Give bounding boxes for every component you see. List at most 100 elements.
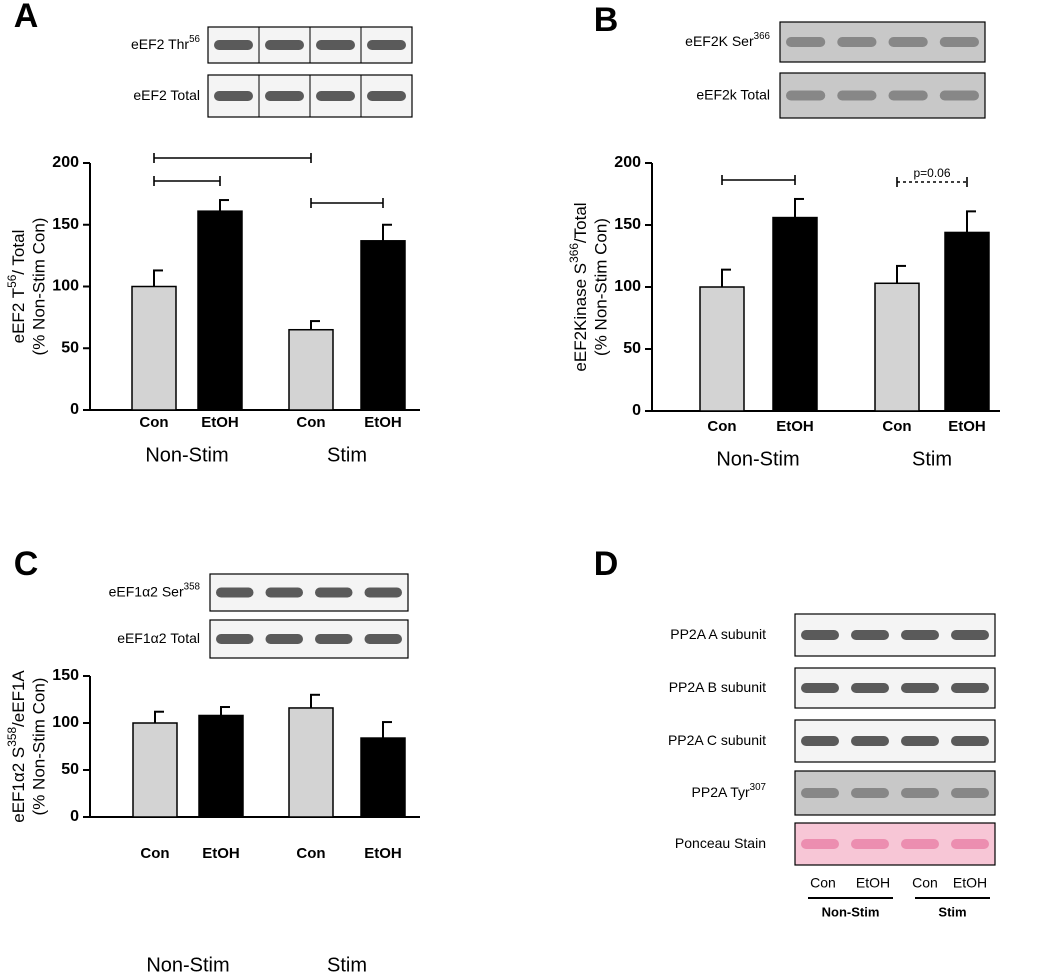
bar: [944, 231, 990, 412]
x-tick-label: Con: [140, 845, 169, 862]
group-label: Stim: [912, 448, 952, 470]
blot-band: [851, 839, 889, 849]
y-tick-label: 100: [52, 278, 79, 295]
x-tick-label: EtOH: [364, 845, 402, 862]
lane-label: Con: [912, 875, 938, 891]
x-tick-label: EtOH: [948, 418, 986, 435]
y-axis-label-part: / Total: [9, 230, 28, 275]
blot-label-part: 366: [754, 31, 771, 42]
blot-band: [851, 788, 889, 798]
blot-label: PP2A Tyr307: [692, 782, 766, 800]
bar: [132, 722, 178, 818]
panel-label: D: [594, 545, 619, 583]
bar: [874, 282, 920, 412]
y-axis-label-part: eEF2Kinase S: [571, 263, 590, 372]
blot-label-part: eEF2K Ser: [685, 33, 754, 49]
bar: [772, 216, 818, 412]
blot-band: [367, 91, 406, 101]
x-tick-label: EtOH: [202, 845, 240, 862]
bar: [360, 240, 406, 411]
blot-band: [364, 634, 402, 644]
blot-label: PP2A B subunit: [669, 679, 766, 695]
blot-label-part: 358: [184, 582, 201, 593]
y-axis-label-part: eEF1α2 S: [9, 747, 28, 823]
blot-band: [801, 839, 839, 849]
blot-band: [951, 736, 989, 746]
group-label: Non-Stim: [146, 954, 229, 976]
x-tick-label: Con: [707, 418, 736, 435]
group-label: Non-Stim: [145, 444, 228, 466]
blot-band: [951, 683, 989, 693]
bar: [288, 328, 334, 411]
x-tick-label: Con: [296, 845, 325, 862]
blot-label-part: 307: [750, 782, 766, 793]
panel-label: A: [14, 0, 39, 35]
blot-band: [801, 788, 839, 798]
blot-band: [801, 630, 839, 640]
group-label: Stim: [938, 904, 966, 919]
y-tick-label: 150: [52, 216, 79, 233]
blot-band: [951, 630, 989, 640]
bar: [360, 737, 406, 818]
blot-band: [265, 634, 303, 644]
blot-band: [851, 736, 889, 746]
y-axis-label: eEF2Kinase S366/Total: [567, 202, 590, 371]
blot-band: [315, 634, 353, 644]
blot-band: [851, 683, 889, 693]
x-tick-label: EtOH: [776, 418, 814, 435]
y-axis-label-part: 56: [5, 274, 19, 288]
blot-label-part: eEF1α2 Ser: [109, 583, 184, 599]
y-axis-label-part: 366: [567, 243, 581, 263]
bar: [288, 707, 334, 818]
blot-label-part: eEF1α2 Total: [117, 630, 200, 646]
blot-label: eEF2k Total: [696, 86, 770, 102]
blot-label-part: eEF2 Thr: [131, 36, 189, 52]
blot-band: [214, 40, 253, 50]
blot-band: [901, 736, 939, 746]
y-tick-label: 150: [614, 216, 641, 233]
blot-label: eEF1α2 Ser358: [109, 582, 201, 600]
bar: [197, 210, 243, 411]
blot-band: [265, 587, 303, 598]
y-tick-label: 0: [70, 401, 79, 418]
x-tick-label: Con: [139, 414, 168, 431]
blot-band: [801, 683, 839, 693]
blot-band: [786, 37, 826, 47]
blot-band: [315, 587, 353, 598]
blot-band: [316, 40, 355, 50]
lane-label: Con: [810, 875, 836, 891]
y-tick-label: 50: [61, 761, 79, 778]
lane-label: EtOH: [953, 875, 987, 891]
y-tick-label: 50: [61, 339, 79, 356]
y-tick-label: 50: [623, 340, 641, 357]
panel-label: C: [14, 545, 39, 583]
blot-band: [216, 587, 254, 598]
blot-label: PP2A C subunit: [668, 732, 766, 748]
lane-label: EtOH: [856, 875, 890, 891]
y-tick-label: 100: [52, 714, 79, 731]
blot-label-part: PP2A A subunit: [670, 626, 766, 642]
blot-band: [367, 40, 406, 50]
blot-band: [939, 90, 979, 101]
y-tick-label: 200: [52, 154, 79, 171]
blot-label: eEF2 Total: [133, 87, 200, 103]
blot-band: [951, 839, 989, 849]
annotation: p=0.06: [913, 166, 950, 180]
blot-band: [265, 40, 304, 50]
blot-label-part: 56: [189, 34, 200, 45]
y-axis-label-part: 358: [5, 727, 19, 747]
blot-label-part: PP2A C subunit: [668, 732, 766, 748]
blot-band: [901, 839, 939, 849]
blot-label: PP2A A subunit: [670, 626, 766, 642]
blot-band: [888, 37, 928, 47]
bar: [699, 286, 745, 412]
bar: [131, 285, 177, 411]
blot-band: [901, 683, 939, 693]
y-axis-label-part: eEF2 T: [9, 288, 28, 343]
group-label: Stim: [327, 444, 367, 466]
panel-label: B: [594, 1, 619, 39]
blot-band: [216, 634, 254, 644]
x-tick-label: EtOH: [201, 414, 239, 431]
